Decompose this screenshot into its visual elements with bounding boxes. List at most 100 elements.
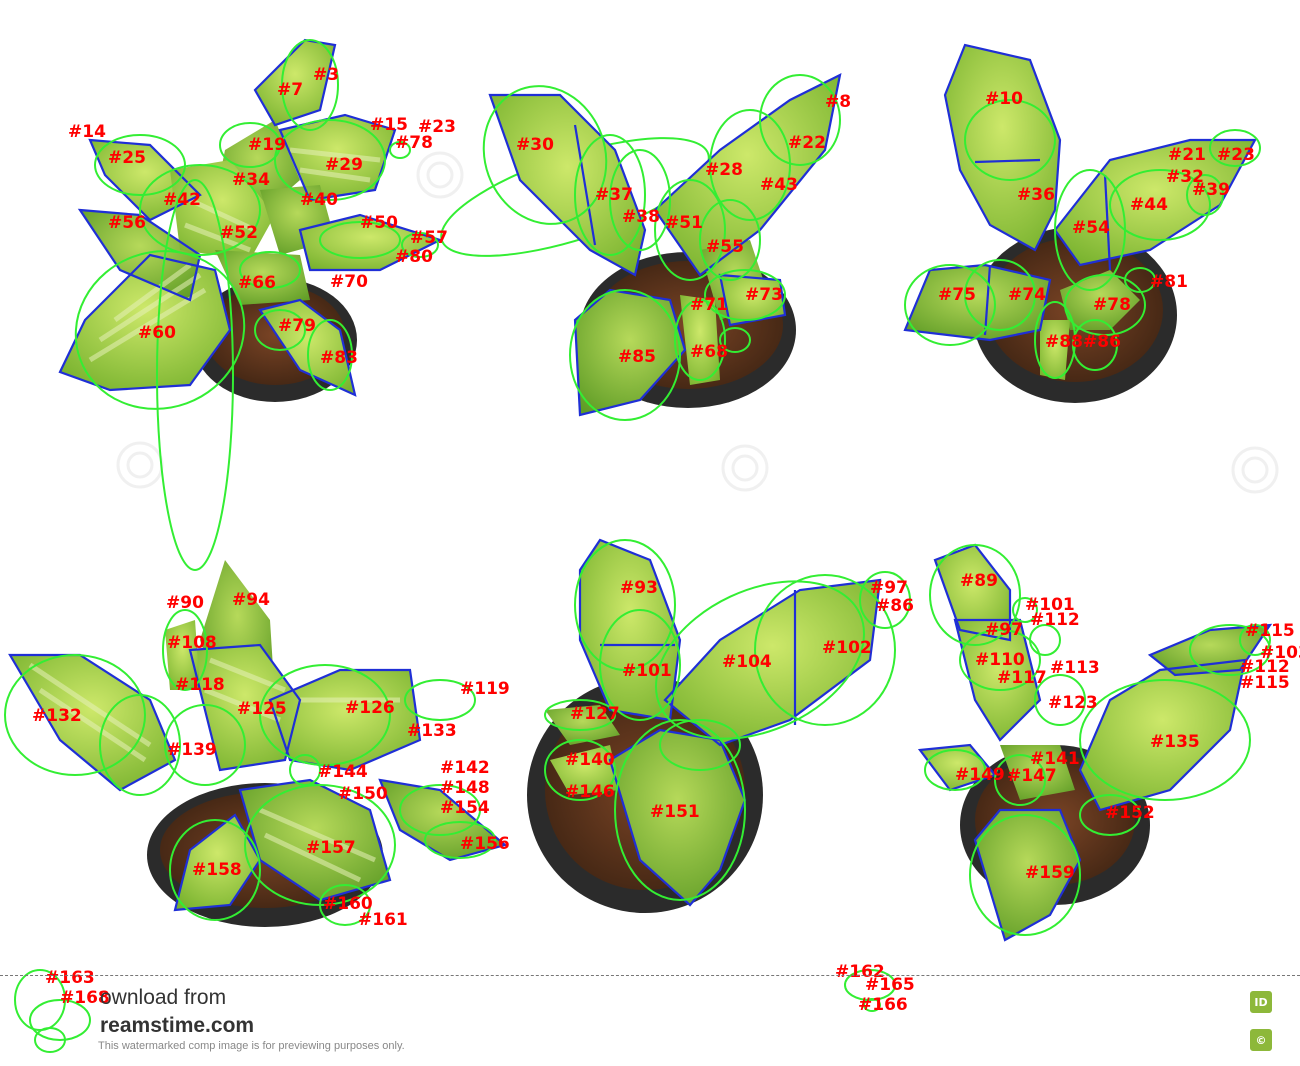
leaf-label: #142 <box>440 758 490 778</box>
leaf-label: #43 <box>760 175 798 195</box>
leaf-label: #89 <box>960 571 998 591</box>
leaf-label: #119 <box>460 679 510 699</box>
leaf-label: #112 <box>1030 610 1080 630</box>
leaf-label: #29 <box>325 155 363 175</box>
plant-bottom-left <box>4 560 508 927</box>
leaf-label: #117 <box>997 668 1047 688</box>
leaf-label: #110 <box>975 650 1025 670</box>
leaf-label: #71 <box>690 295 728 315</box>
leaf-label: #83 <box>320 348 358 368</box>
leaf-label: #160 <box>323 894 373 914</box>
leaf-label: #3 <box>313 65 339 85</box>
leaf-label: #73 <box>745 285 783 305</box>
leaf-label: #115 <box>1240 673 1290 693</box>
leaf-label: #135 <box>1150 732 1200 752</box>
leaf-label: #30 <box>516 135 554 155</box>
leaf <box>550 745 620 795</box>
leaf-label: #8 <box>825 92 851 112</box>
leaf-label: #97 <box>870 578 908 598</box>
leaf-label: #15 <box>370 115 408 135</box>
leaf-label: #93 <box>620 578 658 598</box>
leaf-label: #132 <box>32 706 82 726</box>
leaf-label: #7 <box>277 80 303 100</box>
leaf-label: #150 <box>338 784 388 804</box>
leaf-label: #112 <box>1240 657 1290 677</box>
leaf-label: #161 <box>358 910 408 930</box>
leaf-label: #94 <box>232 590 270 610</box>
leaf-label: #118 <box>175 675 225 695</box>
leaf <box>380 780 505 860</box>
leaf <box>1040 320 1070 380</box>
leaf-label: #22 <box>788 133 826 153</box>
leaf-label: #151 <box>650 802 700 822</box>
leaf-label: #14 <box>68 122 106 142</box>
leaf <box>720 275 785 325</box>
leaf-label: #32 <box>1166 167 1204 187</box>
leaf-label: #104 <box>722 652 772 672</box>
footer-site-text: reamstime.com <box>100 1014 255 1037</box>
leaf-label: #52 <box>220 223 258 243</box>
leaf-label: #147 <box>1007 766 1057 786</box>
leaf <box>945 45 1060 250</box>
leaf-label: #70 <box>330 272 368 292</box>
plant-top-left <box>58 38 443 571</box>
plant-bottom-center <box>527 538 911 913</box>
footer-download-text: ownload from <box>100 986 227 1009</box>
leaf <box>1000 745 1075 800</box>
leaf-label: #152 <box>1105 803 1155 823</box>
leaf-label: #102 <box>822 638 872 658</box>
leaf <box>90 140 200 220</box>
leaf-label: #51 <box>665 213 703 233</box>
plant-top-center <box>482 73 842 421</box>
stray-label: #165 <box>865 975 915 995</box>
leaf-label: #68 <box>690 342 728 362</box>
leaf-label: #78 <box>395 133 433 153</box>
leaf-label: #86 <box>876 596 914 616</box>
leaf-label: #80 <box>395 247 433 267</box>
leaf-label: #156 <box>460 834 510 854</box>
leaf <box>680 295 720 385</box>
leaf-label: #10 <box>985 89 1023 109</box>
plant-top-right <box>903 43 1261 403</box>
leaf-label: #56 <box>108 213 146 233</box>
leaf-label: #97 <box>985 620 1023 640</box>
leaf-label: #79 <box>278 316 316 336</box>
leaf <box>1060 270 1140 330</box>
leaf-label: #140 <box>565 750 615 770</box>
copyright-badge-icon[interactable]: © <box>1250 1029 1272 1051</box>
leaf-label: #66 <box>238 273 276 293</box>
leaf-label: #158 <box>192 860 242 880</box>
leaf-label: #57 <box>410 228 448 248</box>
leaf-label: #21 <box>1168 145 1206 165</box>
leaf-label: #159 <box>1025 863 1075 883</box>
footer-preview-note: This watermarked comp image is for previ… <box>98 1040 405 1052</box>
leaf-label: #146 <box>565 782 615 802</box>
id-badge-icon[interactable]: ID <box>1250 991 1272 1013</box>
watermark-footer: ownload from reamstime.com This watermar… <box>0 975 1300 1066</box>
leaf-label: #101 <box>622 661 672 681</box>
leaf-label: #36 <box>1017 185 1055 205</box>
leaf <box>215 250 310 305</box>
leaf-label: #28 <box>705 160 743 180</box>
leaf-label: #38 <box>622 207 660 227</box>
leaf-label: #39 <box>1192 180 1230 200</box>
leaf <box>490 95 645 275</box>
leaf-label: #127 <box>570 704 620 724</box>
leaf <box>175 815 260 910</box>
leaf-label: #75 <box>938 285 976 305</box>
leaf <box>580 540 680 720</box>
stray-label: #166 <box>858 995 908 1015</box>
leaf-label: #44 <box>1130 195 1168 215</box>
leaf-label: #86 <box>1083 332 1121 352</box>
leaf <box>1055 140 1255 265</box>
leaf-label: #90 <box>166 593 204 613</box>
leaf-label: #133 <box>407 721 457 741</box>
leaf-label: #108 <box>167 633 217 653</box>
leaf <box>955 620 1040 740</box>
leaf-label: #141 <box>1030 749 1080 769</box>
leaf-label: #85 <box>618 347 656 367</box>
leaf-label: #148 <box>440 778 490 798</box>
leaf-label: #101 <box>1025 595 1075 615</box>
leaf-label: #154 <box>440 798 490 818</box>
